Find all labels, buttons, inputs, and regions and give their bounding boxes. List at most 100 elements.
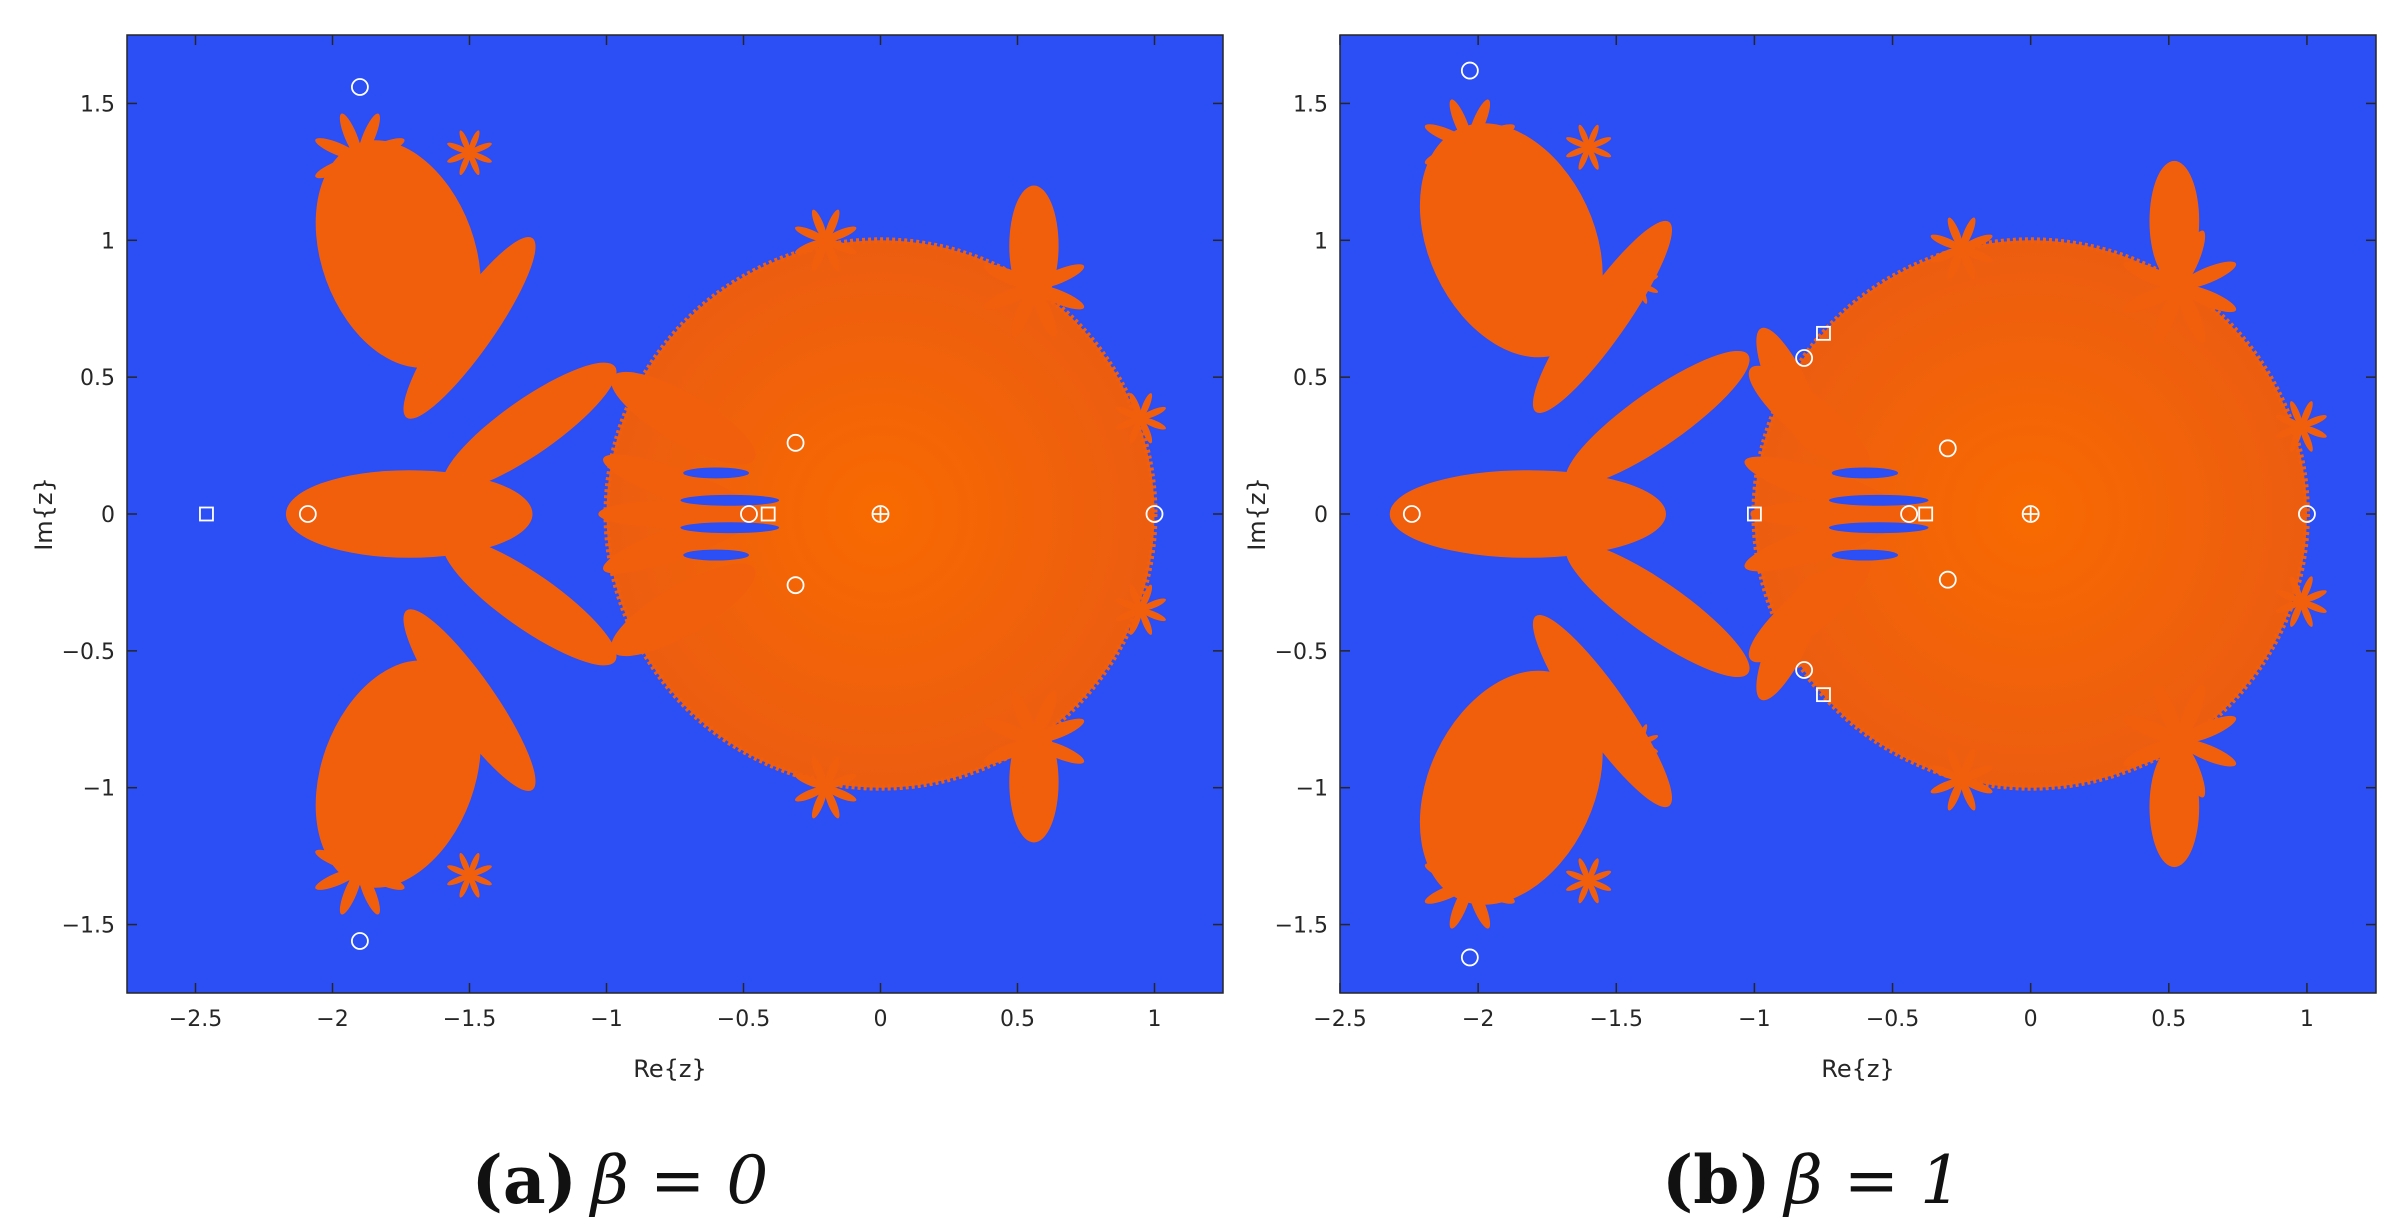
flower-petal — [1566, 146, 1589, 158]
flower-petal — [2300, 426, 2313, 452]
petal-blob — [1754, 500, 1910, 528]
flower-petal — [794, 773, 826, 789]
y-tick-label: −1.5 — [62, 914, 115, 939]
flower-petal — [811, 756, 827, 788]
y-tick-label: 1.5 — [80, 92, 115, 117]
flower-center — [1957, 244, 1966, 253]
flower-petal — [824, 787, 840, 819]
square-marker — [1747, 506, 1762, 522]
square-marker — [1816, 325, 1831, 341]
flower-center — [1585, 878, 1592, 884]
fractal-flower — [447, 130, 492, 176]
flower-center — [2173, 280, 2187, 294]
petal-blob — [1756, 574, 1825, 701]
flower-petal — [2154, 684, 2182, 742]
flower-petal — [1469, 881, 1515, 904]
flower-petal — [2290, 601, 2303, 627]
flower-petal — [326, 500, 335, 518]
x-tick-label: −0.5 — [717, 1007, 770, 1032]
flower-petal — [1629, 724, 1640, 744]
fractal-flower — [794, 209, 857, 272]
y-axis-label-a: Im{z} — [30, 477, 58, 551]
square-marker — [199, 506, 214, 522]
flower-petal — [358, 158, 380, 203]
flower-petal — [1638, 275, 1659, 285]
flower-petal — [1032, 690, 1057, 742]
flower-petal — [1115, 608, 1141, 622]
circle-marker — [786, 433, 805, 452]
flower-petal — [1468, 838, 1491, 884]
plot-area-a — [127, 35, 1223, 993]
circle-marker — [2021, 505, 2040, 523]
flower-petal — [1588, 146, 1612, 158]
flower-petal — [1960, 217, 1976, 249]
flower-petal — [1578, 147, 1590, 170]
petal-blob — [1565, 350, 1750, 486]
flower-petal — [2154, 286, 2182, 344]
flower-petal — [983, 739, 1035, 764]
fractal-flower — [1930, 217, 1993, 280]
flower-petal — [1469, 124, 1515, 147]
flower-petal — [2123, 739, 2181, 767]
x-tick-label: −2 — [316, 1007, 348, 1032]
petal-blob — [315, 660, 481, 888]
flower-petal — [2123, 284, 2181, 313]
flower-petal — [1129, 584, 1142, 610]
petal-blob — [315, 140, 481, 368]
flower-petal — [2179, 284, 2237, 313]
x-axis-label-b: Re{z} — [1821, 1055, 1895, 1083]
flower-petal — [2300, 576, 2313, 602]
flower-petal — [1578, 880, 1590, 904]
petal-blob — [403, 236, 536, 419]
fractal-flower — [983, 236, 1085, 338]
flower-petal — [1930, 778, 1962, 794]
flower-petal — [1424, 881, 1470, 904]
flower-center — [822, 784, 830, 792]
flower-petal — [1468, 144, 1491, 190]
axes-a: −2.5 −2 −1.5 −1 −0.5 0 0.5 1 −1.5 −1 −0.5 0 0.5 1 1.5 — [62, 34, 1224, 1032]
flower-petal — [825, 239, 857, 255]
flower-center — [1464, 139, 1476, 150]
flower-petal — [2179, 739, 2237, 767]
flower-petal — [1961, 234, 1993, 250]
flower-petal — [2276, 415, 2302, 428]
y-tick-label: −0.5 — [62, 640, 115, 665]
flower-petal — [1961, 778, 1993, 794]
flower-petal — [1011, 741, 1036, 792]
flower-petal — [1129, 609, 1142, 635]
y-axis-label-b: Im{z} — [1243, 477, 1271, 551]
fractal-flower — [1424, 99, 1515, 190]
fractal-flower — [310, 483, 344, 518]
flower-petal — [2290, 426, 2303, 452]
flower-petal — [326, 492, 344, 501]
flower-petal — [2276, 590, 2302, 603]
flower-petal — [1947, 748, 1963, 780]
fractal-flower — [794, 756, 857, 819]
flower-petal — [825, 786, 857, 802]
square-marker — [760, 506, 776, 522]
pinch-point — [602, 510, 611, 518]
flower-petal — [811, 240, 827, 272]
circle-marker — [1938, 439, 1957, 458]
flower-petal — [339, 158, 362, 203]
fractal-flower — [2276, 401, 2327, 452]
fractal-flower — [2123, 230, 2237, 344]
flower-petal — [794, 226, 826, 242]
petal-blob — [1419, 123, 1603, 358]
petal-blob — [403, 609, 536, 792]
flower-petal — [1588, 879, 1612, 891]
flower-center — [1957, 775, 1966, 784]
fractal-flower — [983, 690, 1085, 792]
flower-petal — [447, 874, 470, 886]
flower-petal — [1587, 858, 1599, 881]
petal-blob — [1565, 542, 1750, 678]
flower-petal — [2177, 230, 2206, 287]
x-tick-label: 0.5 — [1000, 1007, 1035, 1032]
flower-petal — [1578, 858, 1590, 881]
flower-petal — [1930, 234, 1962, 250]
y-tick-label: −0.5 — [1275, 640, 1328, 665]
flower-petal — [1139, 584, 1153, 610]
flower-petal — [319, 483, 328, 501]
flower-petal — [315, 156, 361, 179]
